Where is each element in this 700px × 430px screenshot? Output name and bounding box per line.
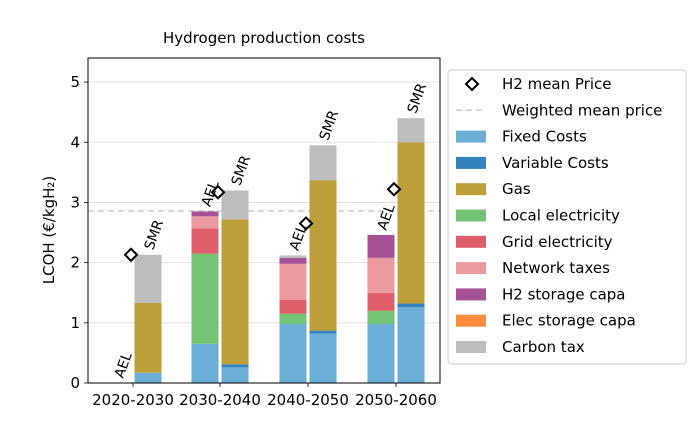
legend-swatch-10 [456, 341, 486, 353]
bars-layer [134, 118, 425, 383]
x-tick-label-1: 2030-2040 [179, 391, 261, 409]
legend-swatch-2 [456, 130, 486, 143]
legend-swatch-5 [456, 209, 486, 222]
legend-label-4: Gas [502, 180, 531, 198]
bar-2040-2050-AEL-6 [279, 257, 307, 264]
tech-label-2050-2060-SMR: SMR [405, 81, 431, 116]
x-tick-label-0: 2020-2030 [92, 391, 174, 409]
legend: H2 mean Price Weighted mean price Fixed Co… [447, 69, 687, 365]
bar-2050-2060-SMR-8 [397, 118, 425, 143]
y-tick-label-5: 5 [70, 73, 80, 91]
y-tick-label-1: 1 [70, 314, 80, 332]
bar-2040-2050-AEL-5 [279, 263, 307, 300]
tech-label-2030-2040-AEL: AEL [199, 179, 223, 209]
bar-2030-2040-AEL-3 [191, 253, 219, 344]
tech-label-2040-2050-SMR: SMR [317, 108, 343, 143]
bar-2040-2050-AEL-0 [279, 324, 307, 383]
x-tick-label-2: 2040-2050 [267, 391, 349, 409]
bar-2030-2040-SMR-2 [221, 219, 249, 365]
legend-label-5: Local electricity [502, 207, 620, 225]
bar-2030-2040-SMR-0 [221, 367, 249, 383]
y-tick-label-2: 2 [70, 254, 80, 272]
bar-2030-2040-AEL-6 [191, 211, 219, 217]
bar-2050-2060-SMR-1 [397, 303, 425, 308]
bar-2040-2050-AEL-4 [279, 299, 307, 314]
legend-swatch-8 [456, 288, 486, 301]
mean-price-marker-2 [298, 216, 314, 231]
legend-label-1: Weighted mean price [502, 101, 662, 119]
y-tick-label-0: 0 [70, 374, 80, 392]
legend-marker-mean-price [464, 76, 480, 92]
x-axis: 2020-2030 2030-2040 2040-2050 2050-2060 [92, 383, 437, 409]
bar-2030-2040-AEL-4 [191, 228, 219, 254]
legend-label-3: Variable Costs [502, 154, 609, 172]
legend-swatch-7 [456, 262, 486, 275]
y-tick-label-4: 4 [70, 133, 80, 151]
legend-swatch-4 [456, 183, 486, 196]
legend-swatch-3 [456, 156, 486, 169]
legend-swatch-9 [456, 314, 486, 327]
legend-swatch-6 [456, 235, 486, 248]
tech-label-2020-2030-AEL: AEL [112, 350, 136, 380]
legend-label-0: H2 mean Price [502, 75, 612, 93]
bar-2020-2030-SMR-2 [134, 302, 162, 373]
mean-price-markers [123, 181, 402, 263]
bar-2050-2060-AEL-3 [367, 310, 395, 325]
bar-2040-2050-SMR-1 [309, 330, 337, 334]
bar-2050-2060-AEL-0 [367, 324, 395, 383]
chart-title: Hydrogen production costs [163, 29, 365, 47]
y-axis-label: LCOH (€/kgH₂) [40, 176, 58, 285]
tech-label-2030-2040-SMR: SMR [229, 153, 255, 188]
legend-label-10: Carbon tax [502, 338, 585, 356]
bar-2030-2040-SMR-1 [221, 364, 249, 368]
bar-2040-2050-SMR-0 [309, 333, 337, 383]
legend-label-8: H2 storage capa [502, 285, 626, 303]
y-tick-label-3: 3 [70, 193, 80, 211]
legend-label-2: Fixed Costs [502, 128, 587, 146]
bar-2040-2050-AEL-3 [279, 313, 307, 325]
mean-price-marker-3 [386, 181, 402, 197]
bar-2030-2040-AEL-0 [191, 343, 219, 383]
legend-label-6: Grid electricity [502, 233, 613, 251]
tech-label-2040-2050-AEL: AEL [287, 222, 311, 252]
bar-2040-2050-SMR-2 [309, 180, 337, 331]
bar-2050-2060-SMR-0 [397, 307, 425, 383]
tech-label-2020-2030-SMR: SMR [142, 218, 168, 253]
legend-label-9: Elec storage capa [502, 312, 636, 330]
bar-2040-2050-SMR-8 [309, 145, 337, 181]
bar-2040-2050-AEL-8 [279, 255, 307, 258]
mean-price-marker-1 [210, 184, 226, 200]
bar-2050-2060-AEL-4 [367, 292, 395, 311]
bar-2020-2030-SMR-0 [134, 372, 162, 383]
mean-price-marker-0 [123, 247, 139, 263]
bar-2030-2040-SMR-8 [221, 190, 249, 220]
plot-frame [87, 57, 441, 384]
legend-label-7: Network taxes [502, 259, 610, 277]
bar-2050-2060-AEL-5 [367, 257, 395, 293]
bar-2050-2060-SMR-2 [397, 142, 425, 304]
tech-label-2050-2060-AEL: AEL [375, 202, 399, 232]
bar-2020-2030-SMR-8 [134, 254, 162, 303]
x-tick-label-3: 2050-2060 [355, 391, 437, 409]
legend-box [447, 69, 687, 365]
y-axis: 0 1 2 3 4 5 [70, 73, 88, 392]
bar-2030-2040-AEL-5 [191, 216, 219, 229]
bar-2050-2060-AEL-6 [367, 234, 395, 258]
